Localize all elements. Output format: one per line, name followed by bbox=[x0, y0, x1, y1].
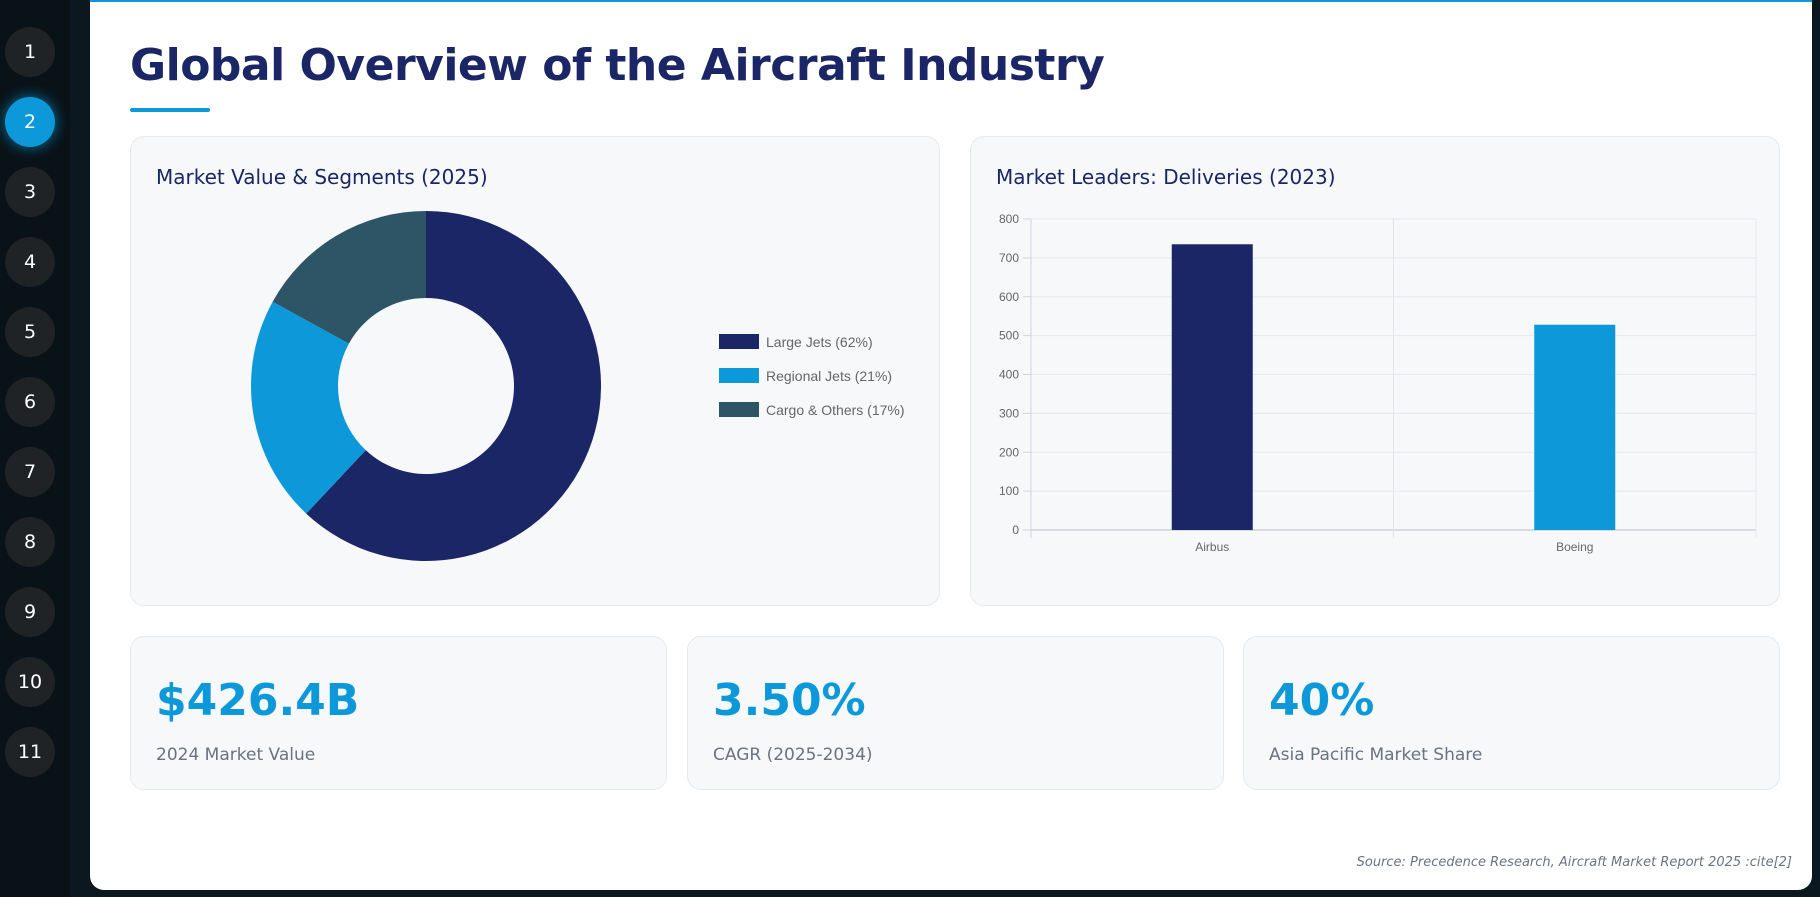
y-tick-label: 500 bbox=[999, 329, 1019, 343]
legend-label: Regional Jets (21%) bbox=[766, 368, 892, 384]
nav-button-11[interactable]: 11 bbox=[5, 727, 55, 777]
donut-slice bbox=[272, 211, 426, 344]
deliveries-card: Market Leaders: Deliveries (2023) 0 100 20… bbox=[970, 136, 1780, 606]
deliveries-bar-chart: 0 100 200 300 400 500 600 700 800 Airbus Boeing bbox=[999, 212, 1757, 554]
y-tick-label: 600 bbox=[999, 290, 1019, 304]
x-tick-label: Boeing bbox=[1556, 540, 1593, 554]
slide-title: Global Overview of the Aircraft Industry bbox=[130, 40, 1105, 91]
segments-card-title: Market Value & Segments (2025) bbox=[156, 165, 488, 189]
y-tick-label: 800 bbox=[999, 212, 1019, 226]
segments-donut-chart: Large Jets (62%) Regional Jets (21%) Cargo… bbox=[251, 211, 905, 561]
y-tick-label: 400 bbox=[999, 368, 1019, 382]
source-citation: Source: Precedence Research, Aircraft Ma… bbox=[1356, 855, 1792, 870]
legend-label: Large Jets (62%) bbox=[766, 334, 873, 350]
nav-button-10[interactable]: 10 bbox=[5, 657, 55, 707]
legend-swatch bbox=[719, 402, 759, 417]
bar-boeing bbox=[1534, 324, 1616, 530]
legend-swatch bbox=[719, 368, 759, 383]
title-underline bbox=[130, 108, 210, 112]
segments-card: Market Value & Segments (2025) Large Jet… bbox=[130, 136, 940, 606]
legend-swatch bbox=[719, 334, 759, 349]
nav-button-5[interactable]: 5 bbox=[5, 307, 55, 357]
x-tick-label: Airbus bbox=[1195, 540, 1229, 554]
nav-button-1[interactable]: 1 bbox=[5, 27, 55, 77]
stat-value: 40% bbox=[1269, 675, 1375, 726]
deliveries-card-title: Market Leaders: Deliveries (2023) bbox=[996, 165, 1336, 189]
nav-button-2[interactable]: 2 bbox=[5, 97, 55, 147]
nav-button-7[interactable]: 7 bbox=[5, 447, 55, 497]
bar-airbus bbox=[1171, 244, 1253, 531]
nav-button-9[interactable]: 9 bbox=[5, 587, 55, 637]
stat-card-asia-pacific-share: 40% Asia Pacific Market Share bbox=[1243, 636, 1780, 790]
y-tick-label: 200 bbox=[999, 445, 1019, 459]
nav-button-6[interactable]: 6 bbox=[5, 377, 55, 427]
stat-card-market-value: $426.4B 2024 Market Value bbox=[130, 636, 667, 790]
stat-card-cagr: 3.50% CAGR (2025-2034) bbox=[687, 636, 1224, 790]
donut-slice bbox=[251, 301, 366, 514]
y-tick-label: 0 bbox=[1012, 523, 1019, 537]
donut-slice bbox=[306, 211, 601, 561]
legend-label: Cargo & Others (17%) bbox=[766, 402, 905, 418]
y-tick-label: 300 bbox=[999, 406, 1019, 420]
stat-label: 2024 Market Value bbox=[156, 745, 316, 765]
stat-value: 3.50% bbox=[713, 675, 866, 726]
stat-label: Asia Pacific Market Share bbox=[1269, 745, 1483, 765]
y-tick-label: 700 bbox=[999, 251, 1019, 265]
stat-value: $426.4B bbox=[156, 675, 360, 726]
stat-label: CAGR (2025-2034) bbox=[713, 745, 873, 765]
slide-navigation: 1 2 3 4 5 6 7 8 9 10 11 bbox=[0, 0, 70, 897]
nav-button-3[interactable]: 3 bbox=[5, 167, 55, 217]
nav-button-4[interactable]: 4 bbox=[5, 237, 55, 287]
y-tick-label: 100 bbox=[999, 484, 1019, 498]
nav-button-8[interactable]: 8 bbox=[5, 517, 55, 567]
slide-panel: Global Overview of the Aircraft Industry… bbox=[90, 0, 1812, 890]
